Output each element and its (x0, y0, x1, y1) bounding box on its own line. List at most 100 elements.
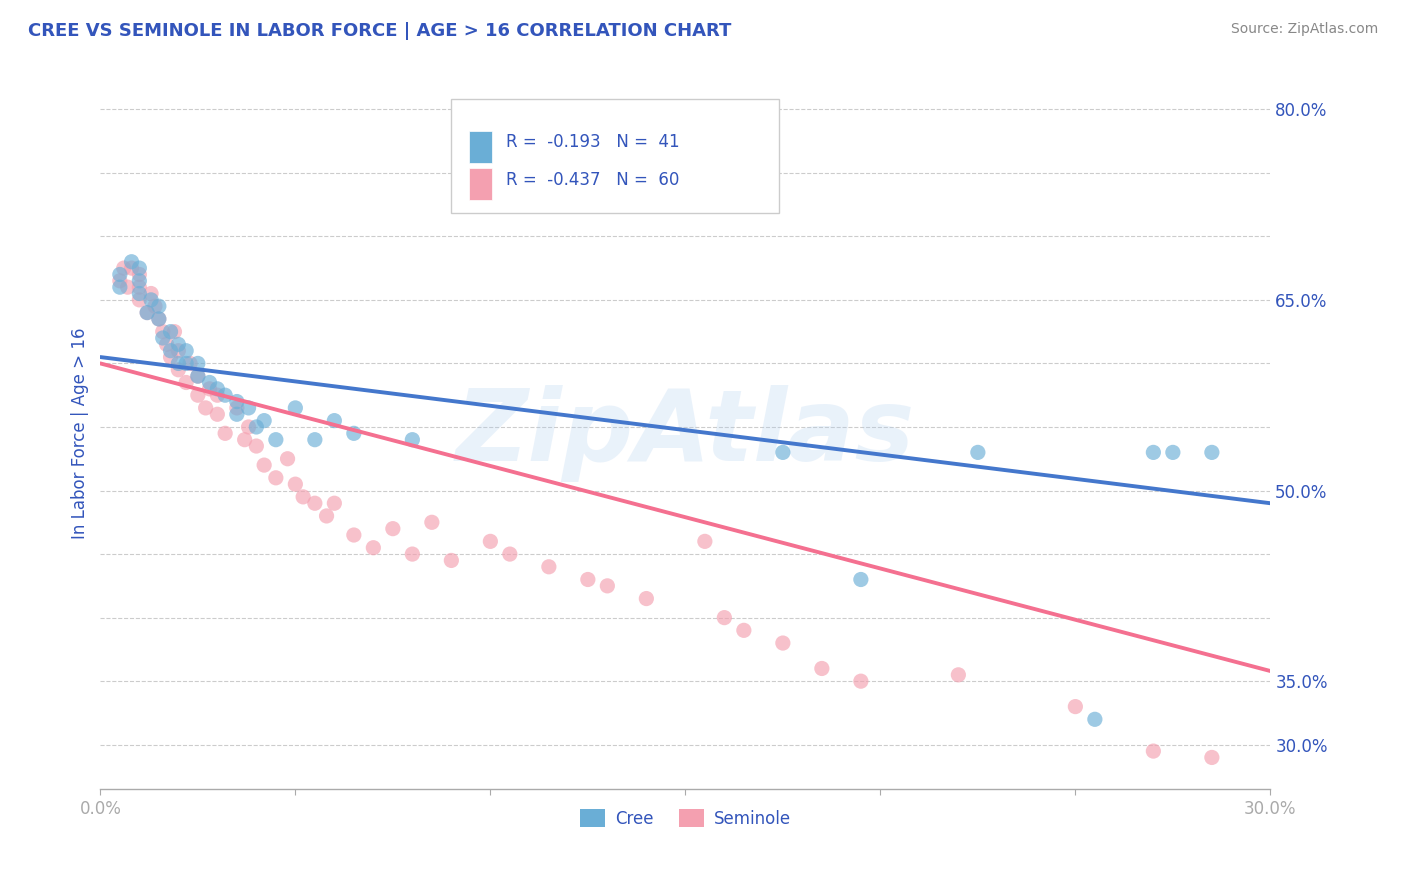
Point (499, 547, 522, 561)
Point (343, 426, 366, 441)
Point (420, 516, 443, 530)
Point (136, 305, 159, 319)
Text: R =  -0.193   N =  41: R = -0.193 N = 41 (506, 133, 681, 151)
Point (401, 547, 423, 561)
Point (277, 451, 299, 466)
Text: Source: ZipAtlas.com: Source: ZipAtlas.com (1230, 22, 1378, 37)
Point (163, 325, 186, 339)
Point (304, 496, 326, 510)
Point (1201, 445, 1223, 459)
Point (167, 343, 190, 358)
Point (264, 433, 287, 447)
Point (713, 610, 735, 624)
Point (128, 274, 150, 288)
Point (225, 394, 247, 409)
Point (214, 388, 236, 402)
Point (108, 274, 131, 288)
Point (128, 261, 150, 276)
Point (1064, 699, 1087, 714)
Point (148, 299, 170, 313)
Point (187, 356, 209, 370)
Point (167, 356, 190, 370)
Point (284, 401, 307, 415)
Point (1142, 445, 1164, 459)
Point (214, 426, 236, 441)
Point (225, 401, 247, 415)
Point (245, 420, 267, 434)
Point (156, 337, 179, 351)
Point (576, 573, 599, 587)
Point (596, 579, 619, 593)
Point (1084, 712, 1107, 726)
Point (179, 356, 201, 370)
Point (304, 433, 326, 447)
Point (440, 553, 463, 567)
Point (121, 254, 143, 268)
Point (264, 471, 287, 485)
Point (198, 382, 221, 396)
Point (139, 293, 162, 307)
Point (128, 268, 150, 282)
Legend: Cree, Seminole: Cree, Seminole (574, 803, 797, 834)
Point (136, 305, 159, 319)
Point (207, 388, 229, 402)
Point (207, 382, 229, 396)
Point (159, 350, 181, 364)
Point (143, 299, 166, 313)
Point (323, 414, 346, 428)
Point (187, 369, 209, 384)
Point (1161, 445, 1184, 459)
Point (343, 528, 366, 542)
Point (187, 388, 209, 402)
Point (238, 420, 260, 434)
Text: R =  -0.437   N =  60: R = -0.437 N = 60 (506, 170, 679, 188)
Point (693, 534, 716, 549)
FancyBboxPatch shape (470, 130, 492, 162)
Point (139, 286, 162, 301)
Point (148, 312, 170, 326)
Point (128, 293, 150, 307)
Point (537, 559, 560, 574)
Point (733, 624, 755, 638)
Point (245, 439, 267, 453)
Point (238, 401, 260, 415)
Point (849, 573, 872, 587)
Point (159, 325, 181, 339)
Point (194, 401, 217, 415)
Point (121, 261, 143, 276)
Point (152, 325, 174, 339)
Text: CREE VS SEMINOLE IN LABOR FORCE | AGE > 16 CORRELATION CHART: CREE VS SEMINOLE IN LABOR FORCE | AGE > … (28, 22, 731, 40)
Point (401, 433, 423, 447)
Point (381, 522, 404, 536)
Point (772, 636, 794, 650)
Text: ZipAtlas: ZipAtlas (456, 384, 915, 482)
Point (693, 178, 716, 193)
Point (772, 445, 794, 459)
Point (159, 343, 181, 358)
Point (849, 674, 872, 689)
Point (108, 268, 131, 282)
Point (187, 369, 209, 384)
Point (167, 363, 190, 377)
Point (948, 668, 970, 682)
Point (148, 312, 170, 326)
Point (233, 433, 256, 447)
Point (108, 280, 131, 294)
Point (253, 414, 276, 428)
Point (292, 490, 315, 504)
Point (112, 261, 135, 276)
Point (167, 337, 190, 351)
Point (198, 376, 221, 390)
Point (1201, 750, 1223, 764)
Point (253, 458, 276, 472)
Point (479, 534, 502, 549)
Y-axis label: In Labor Force | Age > 16: In Labor Force | Age > 16 (72, 327, 89, 539)
Point (128, 280, 150, 294)
Point (315, 508, 337, 523)
FancyBboxPatch shape (470, 169, 492, 200)
Point (117, 280, 139, 294)
Point (636, 591, 658, 606)
Point (207, 407, 229, 421)
Point (966, 445, 988, 459)
Point (174, 343, 197, 358)
